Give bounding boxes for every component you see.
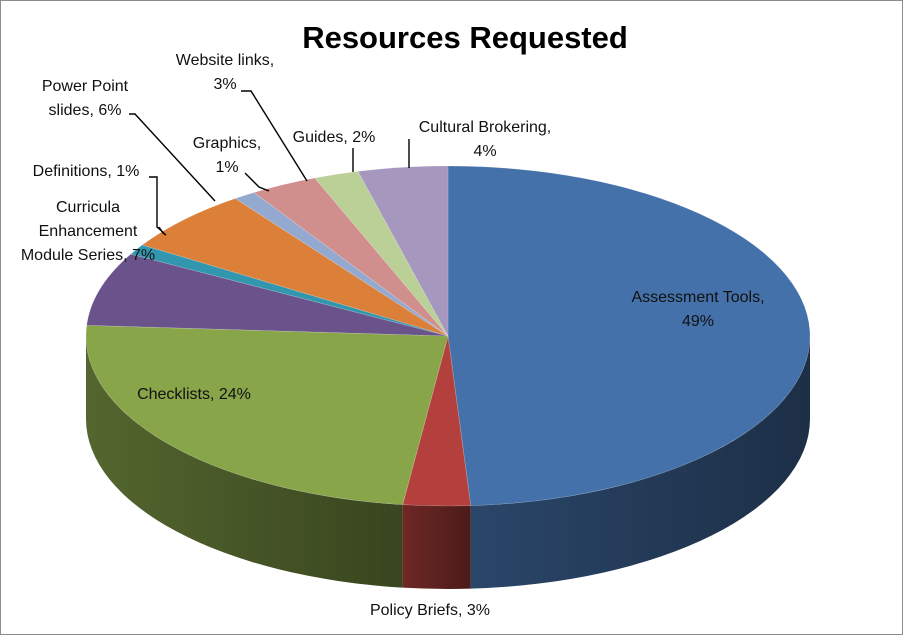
pie-slice-0 bbox=[447, 165, 811, 506]
pie-side-0 bbox=[470, 336, 811, 589]
data-label-5-line-1: slides, 6% bbox=[49, 102, 122, 119]
data-label-2: Checklists, 24% bbox=[137, 386, 251, 403]
chart-title: Resources Requested bbox=[302, 20, 628, 55]
data-label-0-line-0: Assessment Tools, bbox=[631, 289, 764, 306]
pie-slices bbox=[85, 165, 811, 507]
data-label-0: Assessment Tools, 49% bbox=[631, 289, 764, 330]
data-label-9-line-0: Cultural Brokering, bbox=[419, 119, 552, 136]
data-label-3: Curricula Enhancement Module Series, 7% bbox=[21, 199, 155, 264]
pie-slice-5 bbox=[141, 198, 449, 337]
data-label-6-line-0: Graphics, bbox=[193, 135, 261, 152]
data-label-4: Definitions, 1% bbox=[33, 163, 140, 180]
pie-slice-2 bbox=[85, 325, 449, 505]
data-label-5: Power Point slides, 6% bbox=[42, 78, 129, 119]
leader-lines bbox=[129, 90, 410, 236]
data-label-4-line-0: Definitions, 1% bbox=[33, 163, 140, 180]
data-label-6-line-1: 1% bbox=[215, 159, 238, 176]
data-label-1: Policy Briefs, 3% bbox=[370, 602, 490, 619]
data-label-3-line-2: Module Series, 7% bbox=[21, 247, 155, 264]
pie-slice-3 bbox=[86, 253, 449, 337]
data-label-0-line-1: 49% bbox=[682, 313, 714, 330]
data-label-6: Graphics, 1% bbox=[193, 135, 261, 176]
pie-side-1 bbox=[402, 504, 471, 589]
data-labels: Assessment Tools, 49% Policy Briefs, 3% Che… bbox=[21, 52, 765, 619]
data-label-7-line-0: Website links, bbox=[176, 52, 274, 69]
leader-line-5 bbox=[129, 113, 216, 202]
pie-sides bbox=[86, 336, 811, 589]
data-label-5-line-0: Power Point bbox=[42, 78, 129, 95]
data-label-8: Guides, 2% bbox=[293, 129, 376, 146]
data-label-9-line-1: 4% bbox=[473, 143, 496, 160]
data-label-2-line-0: Checklists, 24% bbox=[137, 386, 251, 403]
data-label-9: Cultural Brokering, 4% bbox=[419, 119, 552, 160]
pie-slice-9 bbox=[357, 165, 449, 337]
data-label-1-line-0: Policy Briefs, 3% bbox=[370, 602, 490, 619]
pie-slice-7 bbox=[253, 177, 449, 337]
data-label-8-line-0: Guides, 2% bbox=[293, 129, 376, 146]
data-label-7: Website links, 3% bbox=[176, 52, 274, 93]
data-label-3-line-1: Enhancement bbox=[39, 223, 138, 240]
pie-slice-8 bbox=[314, 171, 449, 337]
data-label-3-line-0: Curricula bbox=[56, 199, 120, 216]
leader-line-7 bbox=[241, 90, 308, 182]
leader-line-6 bbox=[244, 172, 270, 192]
data-label-7-line-1: 3% bbox=[213, 76, 236, 93]
pie-slice-6 bbox=[234, 192, 449, 337]
pie-slice-4 bbox=[130, 244, 449, 337]
pie-side-2 bbox=[86, 336, 403, 588]
pie-slice-1 bbox=[402, 335, 472, 507]
leader-line-4 bbox=[149, 176, 165, 234]
